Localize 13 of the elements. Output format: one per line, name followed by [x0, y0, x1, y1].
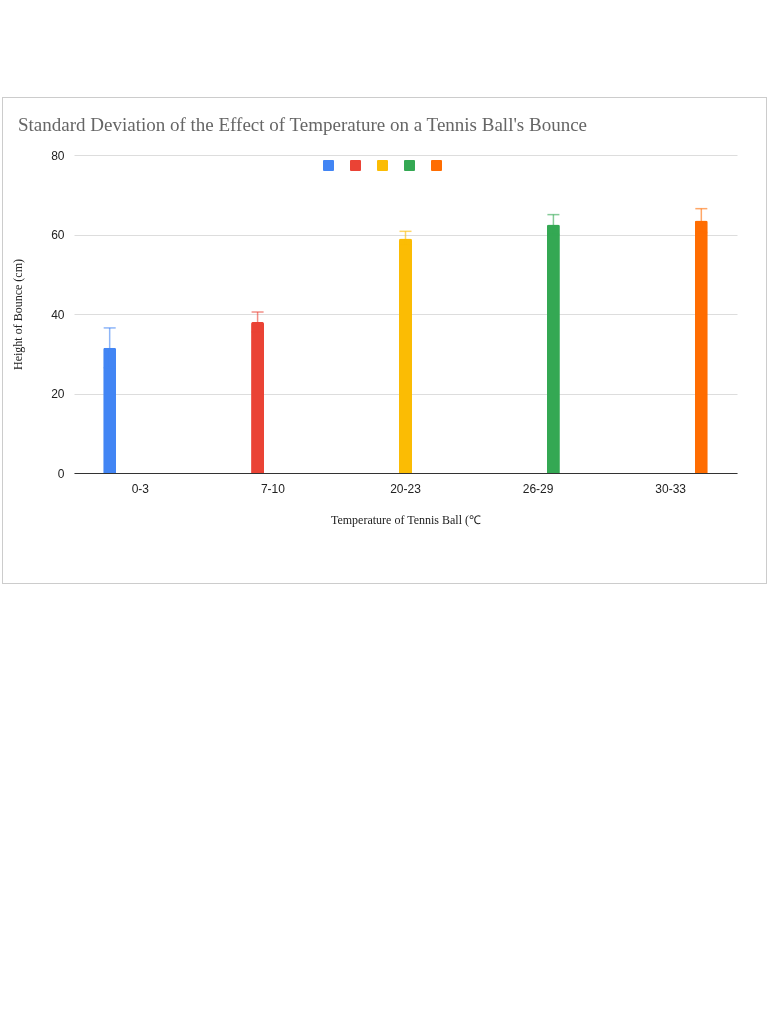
y-tick-label: 80 — [51, 148, 65, 163]
x-tick-label: 20-23 — [390, 481, 422, 496]
x-tick-label: 26-29 — [522, 481, 554, 496]
y-axis-title: Height of Bounce (cm) — [11, 259, 26, 370]
chart-title: Standard Deviation of the Effect of Temperature on a Tennis Ball's Bounce — [18, 114, 588, 135]
y-tick-label: 40 — [51, 307, 65, 322]
y-tick-label: 0 — [57, 466, 65, 481]
x-axis-title: Temperature of Tennis Ball (℃ — [330, 512, 482, 527]
y-tick-label: 20 — [51, 387, 65, 401]
y-tick-label: 60 — [51, 228, 65, 242]
x-tick-label: 0-3 — [131, 481, 150, 496]
x-tick-label: 30-33 — [655, 481, 687, 496]
x-tick-label: 7-10 — [260, 481, 286, 496]
